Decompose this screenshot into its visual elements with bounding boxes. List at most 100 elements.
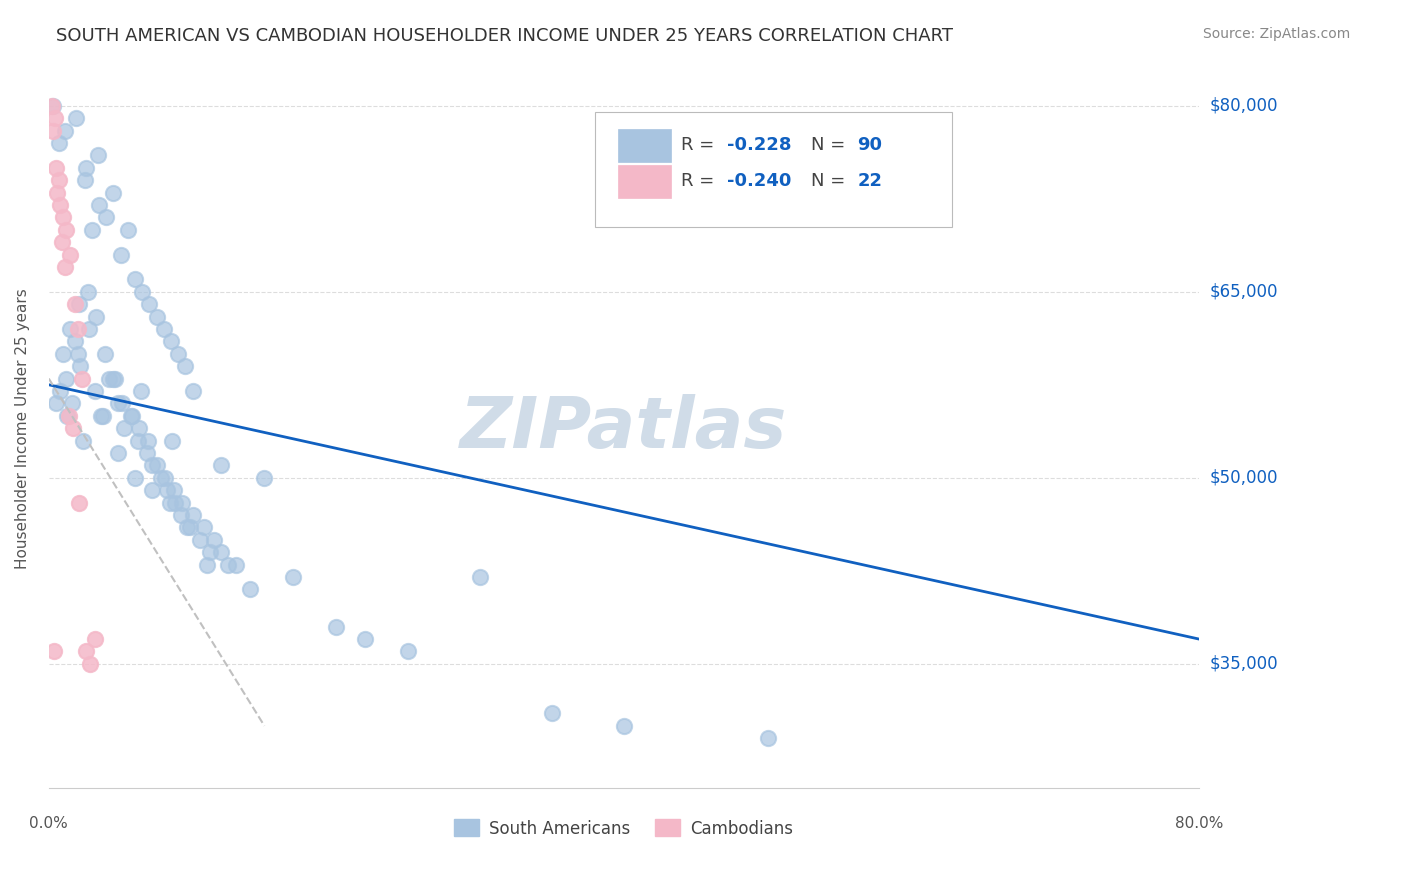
Text: ZIPatlas: ZIPatlas	[460, 393, 787, 463]
Point	[217, 558, 239, 572]
Point	[195, 558, 218, 572]
Point	[159, 495, 181, 509]
Point	[138, 297, 160, 311]
Point	[156, 483, 179, 498]
Point	[120, 409, 142, 423]
Point	[80, 223, 103, 237]
Point	[209, 545, 232, 559]
Point	[67, 495, 90, 509]
Point	[49, 198, 72, 212]
Text: $50,000: $50,000	[1211, 469, 1278, 487]
Point	[756, 731, 779, 746]
Point	[152, 322, 174, 336]
Point	[188, 533, 211, 547]
Point	[253, 471, 276, 485]
Point	[209, 458, 232, 473]
Point	[55, 371, 77, 385]
Point	[128, 421, 150, 435]
Point	[107, 396, 129, 410]
Point	[167, 347, 190, 361]
Point	[67, 297, 90, 311]
Text: 90: 90	[858, 136, 882, 154]
Point	[69, 359, 91, 374]
Point	[94, 347, 117, 361]
Point	[53, 260, 76, 274]
Point	[46, 186, 69, 200]
Text: -0.228: -0.228	[727, 136, 792, 154]
Point	[42, 644, 65, 658]
Text: $80,000: $80,000	[1211, 96, 1278, 115]
Point	[49, 384, 72, 398]
Text: N =: N =	[811, 172, 851, 191]
Point	[117, 223, 139, 237]
Point	[75, 161, 97, 175]
Point	[62, 421, 84, 435]
FancyBboxPatch shape	[595, 112, 952, 227]
Point	[66, 347, 89, 361]
Point	[141, 483, 163, 498]
Point	[44, 111, 66, 125]
Point	[107, 446, 129, 460]
Point	[59, 247, 82, 261]
Text: $65,000: $65,000	[1211, 283, 1278, 301]
Point	[181, 384, 204, 398]
Point	[51, 235, 73, 249]
Point	[163, 483, 186, 498]
Text: 80.0%: 80.0%	[1174, 815, 1223, 830]
Point	[160, 334, 183, 349]
Point	[613, 719, 636, 733]
Point	[96, 211, 118, 225]
Point	[112, 421, 135, 435]
FancyBboxPatch shape	[619, 165, 671, 198]
Point	[77, 322, 100, 336]
Point	[170, 508, 193, 522]
Text: N =: N =	[811, 136, 851, 154]
Point	[52, 347, 75, 361]
Point	[181, 508, 204, 522]
Legend: South Americans, Cambodians: South Americans, Cambodians	[447, 813, 800, 844]
Point	[124, 272, 146, 286]
Point	[468, 570, 491, 584]
Point	[179, 520, 201, 534]
Text: Source: ZipAtlas.com: Source: ZipAtlas.com	[1202, 27, 1350, 41]
Point	[396, 644, 419, 658]
Point	[76, 285, 98, 299]
Point	[129, 384, 152, 398]
Point	[136, 434, 159, 448]
Point	[73, 173, 96, 187]
Point	[239, 582, 262, 597]
Point	[63, 334, 86, 349]
Point	[42, 123, 65, 137]
Point	[72, 434, 94, 448]
Point	[56, 409, 79, 423]
Point	[79, 657, 101, 671]
Point	[135, 446, 157, 460]
Text: 22: 22	[858, 172, 882, 191]
Text: 0.0%: 0.0%	[30, 815, 67, 830]
Point	[193, 520, 215, 534]
Point	[325, 619, 347, 633]
FancyBboxPatch shape	[619, 129, 671, 162]
Point	[103, 186, 125, 200]
Point	[202, 533, 225, 547]
Point	[65, 111, 87, 125]
Point	[59, 322, 82, 336]
Point	[110, 247, 132, 261]
Point	[198, 545, 221, 559]
Point	[174, 359, 197, 374]
Text: R =: R =	[682, 172, 720, 191]
Point	[86, 148, 108, 162]
Point	[66, 322, 89, 336]
Point	[87, 198, 110, 212]
Point	[53, 123, 76, 137]
Point	[45, 161, 67, 175]
Point	[281, 570, 304, 584]
Point	[48, 173, 70, 187]
Y-axis label: Householder Income Under 25 years: Householder Income Under 25 years	[15, 288, 30, 568]
Point	[45, 396, 67, 410]
Point	[75, 644, 97, 658]
Text: -0.240: -0.240	[727, 172, 792, 191]
Point	[83, 632, 105, 646]
Point	[141, 458, 163, 473]
Text: SOUTH AMERICAN VS CAMBODIAN HOUSEHOLDER INCOME UNDER 25 YEARS CORRELATION CHART: SOUTH AMERICAN VS CAMBODIAN HOUSEHOLDER …	[56, 27, 953, 45]
